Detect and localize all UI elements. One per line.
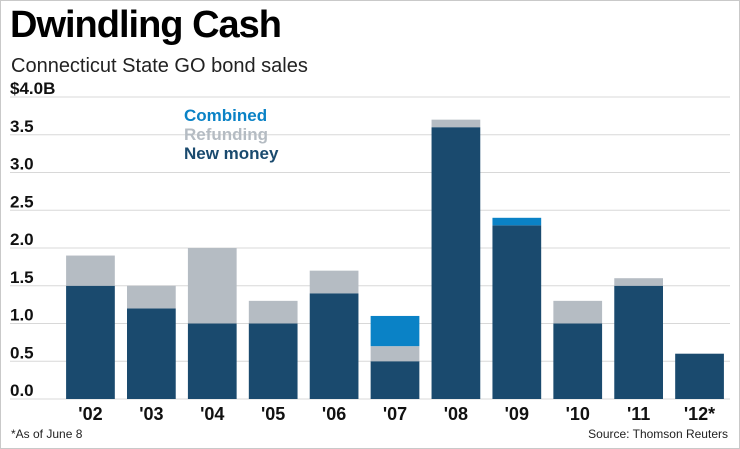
y-tick-label: 1.5 — [10, 268, 34, 287]
y-axis-ticks: 0.0 0.5 1.0 1.5 2.0 2.5 3.0 3.5 $4.0B — [10, 79, 55, 400]
x-tick-label: '09 — [505, 404, 529, 424]
bar-new-money — [187, 323, 237, 399]
bar-new-money — [492, 225, 542, 399]
source-credit: Source: Thomson Reuters — [588, 427, 728, 441]
bar-refunding — [187, 248, 237, 324]
bar-refunding — [431, 119, 481, 128]
bar-combined — [492, 217, 542, 226]
bar-refunding — [614, 278, 663, 286]
legend-item: Combined — [184, 106, 267, 125]
bar-refunding — [66, 255, 115, 286]
bar-refunding — [370, 346, 420, 362]
x-tick-label: '12* — [684, 404, 715, 424]
x-tick-label: '07 — [383, 404, 407, 424]
bar-new-money — [370, 361, 420, 399]
bar-new-money — [309, 293, 359, 399]
legend-item: New money — [184, 144, 279, 163]
y-tick-label: 3.5 — [10, 117, 34, 136]
x-tick-label: '03 — [139, 404, 163, 424]
bar-refunding — [127, 285, 176, 309]
y-tick-label: 3.0 — [10, 155, 34, 174]
y-tick-label: 2.5 — [10, 192, 34, 211]
bars — [66, 119, 724, 399]
bar-new-money — [66, 285, 115, 399]
x-tick-label: '04 — [200, 404, 224, 424]
footnote: *As of June 8 — [11, 427, 83, 441]
x-axis-ticks: '02 '03 '04 '05 '06 '07 '08 '09 '10 '11 '12* — [78, 404, 715, 424]
chart-subtitle: Connecticut State GO bond sales — [11, 55, 308, 77]
bar-refunding — [553, 300, 603, 324]
x-tick-label: '05 — [261, 404, 285, 424]
bar-new-money — [248, 323, 298, 399]
x-tick-label: '11 — [627, 404, 650, 424]
x-tick-label: '02 — [78, 404, 102, 424]
bar-refunding — [309, 270, 359, 294]
bar-combined — [370, 315, 420, 347]
y-tick-label: 0.5 — [10, 343, 34, 362]
y-tick-label: 1.0 — [10, 306, 34, 325]
bar-new-money — [614, 285, 663, 399]
bar-refunding — [248, 300, 298, 324]
legend-item: Refunding — [184, 125, 268, 144]
bar-new-money — [431, 127, 481, 399]
x-tick-label: '10 — [566, 404, 590, 424]
y-tick-label: 0.0 — [10, 381, 34, 400]
y-tick-label: $4.0B — [10, 79, 55, 98]
bar-new-money — [553, 323, 603, 399]
y-tick-label: 2.0 — [10, 230, 34, 249]
x-tick-label: '06 — [322, 404, 346, 424]
chart-title: Dwindling Cash — [10, 4, 282, 46]
x-tick-label: '08 — [444, 404, 468, 424]
bar-new-money — [675, 353, 724, 399]
bar-new-money — [127, 308, 176, 399]
